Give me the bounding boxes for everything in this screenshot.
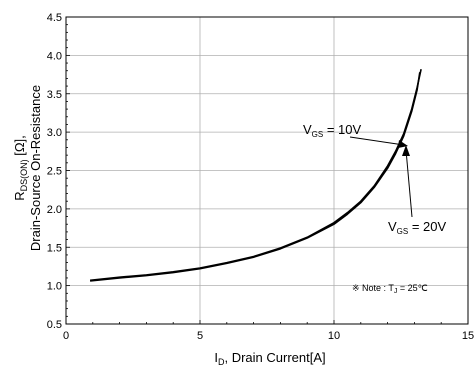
note-prefix: ※ Note : T (352, 283, 394, 293)
vgs-10v-label: VGS = 10V (303, 122, 362, 139)
y-tick-label: 3.5 (47, 89, 62, 101)
vgs-10v-main: V (303, 122, 312, 137)
series-line-0 (90, 69, 421, 280)
series-layer (90, 69, 421, 281)
y-tick-label: 0.5 (47, 319, 62, 331)
vgs-20v-arrow (406, 150, 412, 217)
vgs-10v-arrow (350, 137, 404, 145)
y-tick-label: 2.5 (47, 166, 62, 178)
x-tick-label: 5 (197, 330, 203, 342)
x-tick-labels: 0 5 10 15 (63, 330, 474, 342)
y-tick-label: 1.5 (47, 242, 62, 254)
x-tick-label: 15 (462, 330, 474, 342)
vgs-20v-main: V (388, 219, 397, 234)
x-axis-title-rest: , Drain Current[A] (224, 350, 325, 365)
x-tick-label: 0 (63, 330, 69, 342)
x-axis-title: ID, Drain Current[A] (214, 350, 325, 367)
x-tick-label: 10 (328, 330, 340, 342)
temperature-note: ※ Note : TJ = 25℃ (352, 283, 428, 295)
y-axis-title-line2: Drain-Source On-Resistance (28, 85, 43, 251)
y-tick-label: 1.0 (47, 281, 62, 293)
y-axis-title-main: R (12, 191, 27, 200)
y-tick-label: 2.0 (47, 204, 62, 216)
y-tick-labels: 0.5 1.0 1.5 2.0 2.5 3.0 3.5 4.0 4.5 (47, 12, 62, 331)
vgs-20v-rest: = 20V (408, 219, 446, 234)
vgs-20v-sub: GS (397, 227, 409, 236)
vgs-10v-sub: GS (312, 130, 324, 139)
series-line-1 (90, 72, 420, 281)
note-rest: = 25℃ (397, 283, 427, 293)
vgs-20v-label: VGS = 20V (388, 219, 447, 236)
y-tick-label: 4.5 (47, 12, 62, 24)
y-tick-label: 3.0 (47, 127, 62, 139)
y-axis-title-rest: [Ω], (12, 135, 27, 159)
vgs-10v-rest: = 10V (323, 122, 361, 137)
y-tick-label: 4.0 (47, 50, 62, 62)
y-axis-title-line1: RDS(ON) [Ω], (12, 135, 29, 201)
